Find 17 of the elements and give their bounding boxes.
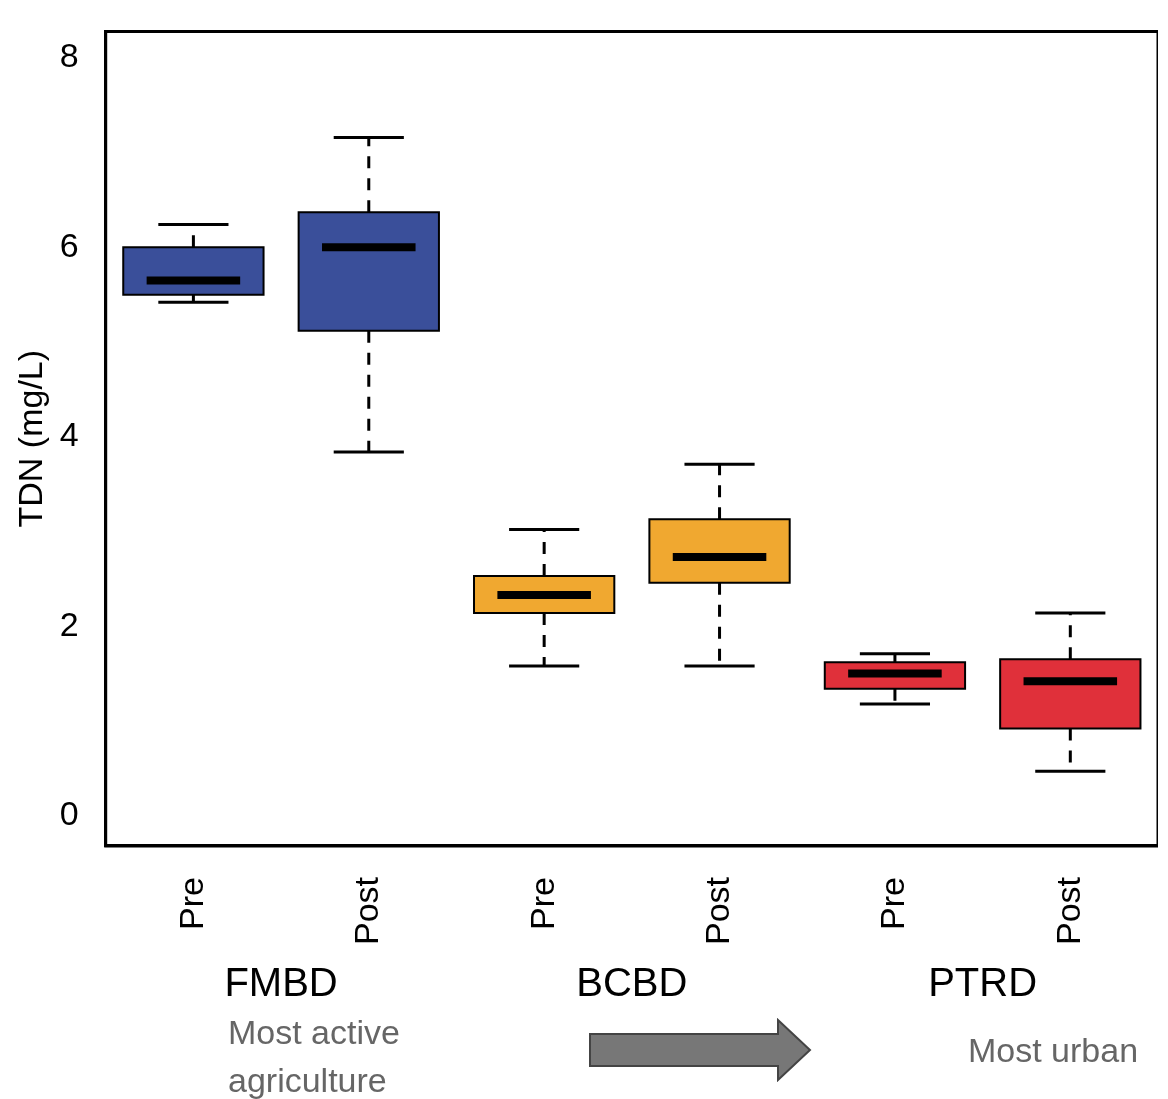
y-tick-label: 2	[59, 604, 79, 643]
text: Most active agriculture	[228, 1012, 401, 1099]
y-tick-label: 6	[59, 225, 79, 264]
text: BCBD	[576, 960, 688, 1004]
x-tick-label: Pre	[522, 876, 561, 930]
y-tick-label: 8	[59, 36, 79, 75]
text: PTRD	[928, 960, 1038, 1004]
x-tick-label: Post	[1048, 876, 1087, 946]
x-tick-label: Pre	[171, 876, 210, 930]
x-tick-label: Post	[697, 876, 736, 946]
y-tick-label: 4	[59, 415, 79, 454]
text: FMBD	[224, 960, 338, 1004]
y-tick-label: 0	[59, 794, 79, 833]
x-tick-label: Pre	[873, 876, 912, 930]
y-axis-title: TDN (mg/L)	[10, 349, 49, 528]
x-tick-label: Post	[347, 876, 386, 946]
text: Most urban	[968, 1030, 1139, 1071]
